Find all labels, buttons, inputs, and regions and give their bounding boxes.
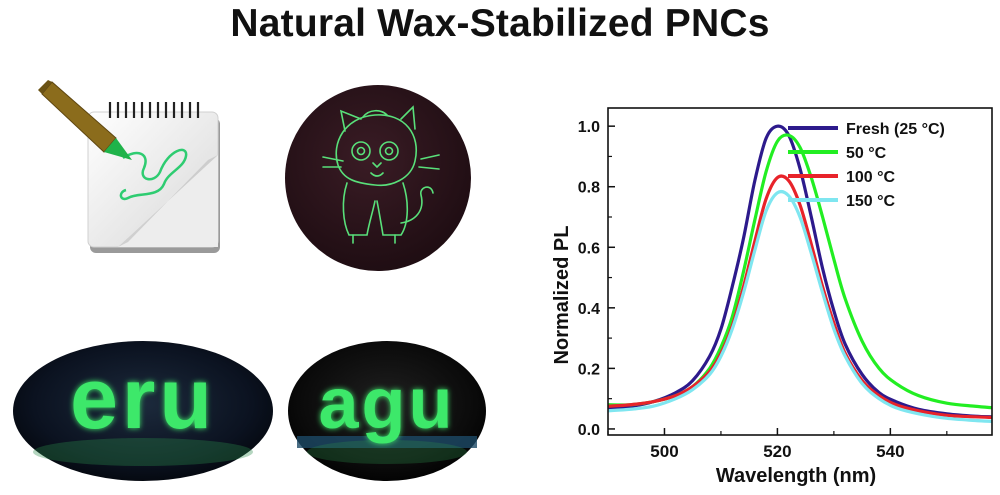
legend-label-2: 100 °C: [846, 169, 896, 186]
glowing-cat-drawing-icon: [322, 105, 440, 244]
agu-text: agu: [318, 364, 455, 444]
y-tick-label: 0.6: [578, 240, 600, 257]
x-tick-label: 520: [763, 442, 791, 461]
pl-spectra-chart: 500 520 540 0.0 0.2 0.4 0.6 0.8 1.0 Fresh (25 °C…: [551, 107, 993, 487]
legend-label-0: Fresh (25 °C): [846, 121, 945, 138]
eru-letters-photo: eru: [13, 341, 273, 481]
eru-text: eru: [70, 351, 216, 447]
y-tick-label: 0.8: [578, 180, 600, 197]
agu-letters-photo: agu: [288, 341, 486, 481]
y-tick-label: 0.0: [578, 422, 600, 439]
cat-disc-photo: [285, 85, 471, 271]
series-line-0: [607, 124, 993, 419]
pencil-icon: [38, 80, 132, 160]
y-tick-label: 0.2: [578, 361, 600, 378]
y-axis-label: Normalized PL: [551, 226, 573, 365]
x-tick-label: 500: [650, 442, 678, 461]
series-line-3: [607, 189, 993, 423]
spiral-binding-icon: [108, 102, 200, 118]
x-tick-label: 540: [876, 442, 904, 461]
y-tick-label: 0.4: [578, 301, 600, 318]
green-scribble-icon: [119, 148, 188, 201]
legend-label-3: 150 °C: [846, 193, 896, 210]
plot-frame: [607, 107, 993, 436]
pencil-notepad-illustration: [38, 80, 220, 253]
legend-label-1: 50 °C: [846, 145, 887, 162]
series-line-2: [607, 174, 993, 420]
x-axis-label: Wavelength (nm): [716, 465, 876, 487]
y-tick-label: 1.0: [578, 119, 600, 136]
page-title: Natural Wax-Stabilized PNCs: [230, 2, 770, 45]
